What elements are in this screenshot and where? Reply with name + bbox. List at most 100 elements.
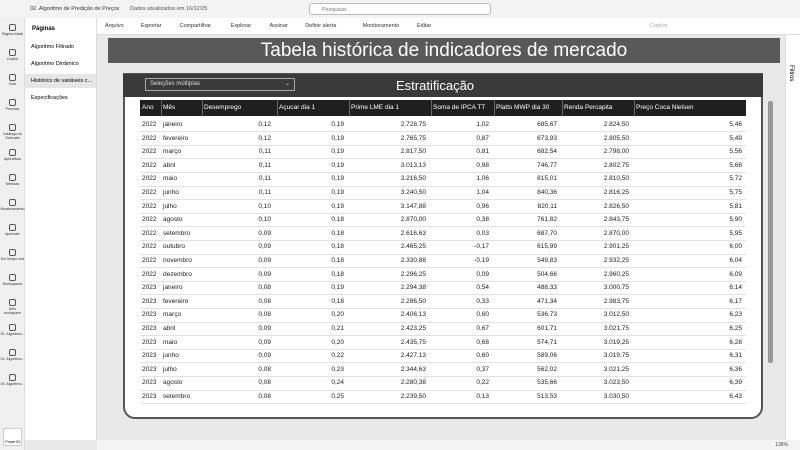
toolbar-button[interactable]: Assinar [269, 23, 288, 29]
filters-pane[interactable]: Filtros [785, 35, 800, 440]
table-cell: 6,14 [729, 284, 742, 292]
row-line [140, 253, 746, 255]
toolbar-button[interactable]: Editar [416, 23, 432, 29]
column-header[interactable]: Preço Coca Nielsen [636, 104, 694, 111]
nav-item[interactable]: Meu workspace [0, 299, 25, 315]
table-cell: 2.816,25 [603, 189, 629, 196]
brand[interactable]: Power BI [3, 428, 22, 446]
toolbar-button[interactable]: Explorar [230, 23, 252, 29]
nav-item[interactable]: Procurar [0, 99, 25, 111]
row-line [140, 185, 746, 187]
nav-icon [9, 249, 16, 256]
table-cell: 5,66 [729, 161, 742, 169]
nav-item[interactable]: Aplicativos [0, 149, 25, 161]
slicer[interactable]: Seleções múltiplas ⌄ [145, 78, 295, 91]
table-cell: 0,12 [258, 121, 271, 128]
table-cell: 0,68 [476, 338, 489, 346]
table-cell: 687,70 [537, 229, 557, 237]
table-cell: 0,08 [258, 365, 271, 373]
nav-item[interactable]: 02. Algoritmo... [0, 324, 25, 336]
table-cell: 549,83 [537, 257, 557, 264]
table-cell: 840,36 [537, 189, 557, 196]
nav-label: Workspaces [2, 282, 23, 286]
table-cell: 2.798,00 [603, 148, 629, 156]
column-header[interactable]: Soma de IPCA TT [433, 104, 486, 111]
nav-item[interactable]: Aprender [0, 224, 25, 236]
page-item[interactable]: Histórico de variáveis c... [25, 74, 96, 88]
nav-item[interactable]: Monitoramento [0, 199, 25, 211]
table-cell: 504,66 [537, 270, 557, 278]
table-cell: 562,02 [537, 365, 557, 373]
table-cell: 673,93 [537, 134, 557, 142]
table-cell: 2.465,25 [400, 243, 426, 251]
table-cell: 0,18 [331, 297, 344, 305]
table-cell: 536,73 [537, 311, 557, 319]
toolbar-button[interactable]: Arquivo [105, 23, 124, 29]
search-box[interactable]: Pesquisar [309, 3, 491, 15]
nav-item[interactable]: 05. Algoritmo... [0, 374, 25, 386]
zoom[interactable]: 136% [775, 442, 788, 448]
table-cell: 0,09 [258, 270, 271, 278]
table-cell: 0,22 [331, 352, 344, 360]
table-cell: 2.728,75 [400, 121, 426, 128]
table-cell: 0,10 [258, 202, 271, 210]
table-cell: fevereiro [163, 134, 189, 142]
nav-label: Copilot [6, 57, 19, 61]
table-cell: 2.280,38 [400, 379, 426, 387]
column-header[interactable]: Ano [142, 104, 154, 111]
column-header[interactable]: Prime LME dia 1 [351, 104, 400, 111]
toolbar-button[interactable]: Exportar [140, 23, 162, 29]
nav-item[interactable]: 01. Algoritmo... [0, 349, 25, 361]
nav-label: Página inicial [1, 32, 24, 36]
nav-label: Criar [8, 82, 17, 86]
table-cell: 2023 [142, 365, 157, 373]
nav-item[interactable]: Catálogo do OneLake [0, 124, 25, 140]
scrollbar[interactable] [768, 101, 773, 363]
table-cell: 615,99 [537, 243, 557, 251]
column-header[interactable]: Renda Percapita [564, 104, 613, 111]
row-line [140, 403, 746, 405]
nav-item[interactable]: Em tempo real [0, 249, 25, 261]
column-header[interactable]: Platts MWP dia 30 [496, 104, 550, 111]
table-cell: 6,17 [729, 297, 742, 305]
nav-label: Aprender [5, 232, 20, 236]
table-cell: 2.239,50 [400, 393, 426, 400]
table-cell: 3.019,25 [603, 338, 629, 346]
nav-item[interactable]: Copilot [0, 49, 25, 61]
column-header[interactable]: Açucar dia 1 [279, 104, 316, 111]
copilot-button[interactable]: Copilot [650, 23, 668, 29]
table-cell: julho [163, 365, 177, 373]
column-divider [349, 100, 350, 116]
table-cell: 2023 [142, 311, 157, 319]
toolbar-button[interactable]: Monitoramento [362, 23, 400, 29]
table-cell: 5,95 [729, 229, 742, 237]
table-cell: 0,11 [258, 175, 271, 183]
toolbar-button[interactable]: Definir alerta [305, 23, 337, 29]
nav-item[interactable]: Página inicial [0, 24, 25, 36]
toolbar-button[interactable]: Compartilhar [179, 23, 211, 29]
table-cell: 0,81 [476, 148, 489, 156]
table-cell: janeiro [163, 284, 183, 292]
table-cell: 2022 [142, 175, 157, 183]
nav-icon [9, 224, 16, 231]
table-cell: abril [163, 161, 176, 169]
report-name[interactable]: 02. Algoritmo de Predição de Preços [30, 6, 120, 12]
column-header[interactable]: Desemprego [204, 104, 242, 111]
page-item[interactable]: Algoritmo Dinâmico [31, 61, 79, 67]
table-cell: 0,19 [331, 161, 344, 169]
nav-item[interactable]: Métricas [0, 174, 25, 186]
table-cell: 471,34 [537, 297, 557, 305]
nav-icon [9, 149, 16, 156]
nav-item[interactable]: Criar [0, 74, 25, 86]
column-divider [634, 100, 635, 116]
row-line [140, 280, 746, 282]
column-header[interactable]: Mês [163, 104, 176, 111]
page-item[interactable]: Especificações [31, 95, 68, 101]
title-bar: 02. Algoritmo de Predição de Preços Dado… [0, 0, 800, 18]
table-cell: 0,18 [331, 257, 344, 264]
nav-item[interactable]: Workspaces [0, 274, 25, 286]
table-cell: 682,54 [537, 148, 557, 156]
table-cell: 0,09 [476, 270, 489, 278]
page-item[interactable]: Algoritmo Filtrado [31, 44, 75, 50]
table-cell: 0,37 [476, 365, 489, 373]
